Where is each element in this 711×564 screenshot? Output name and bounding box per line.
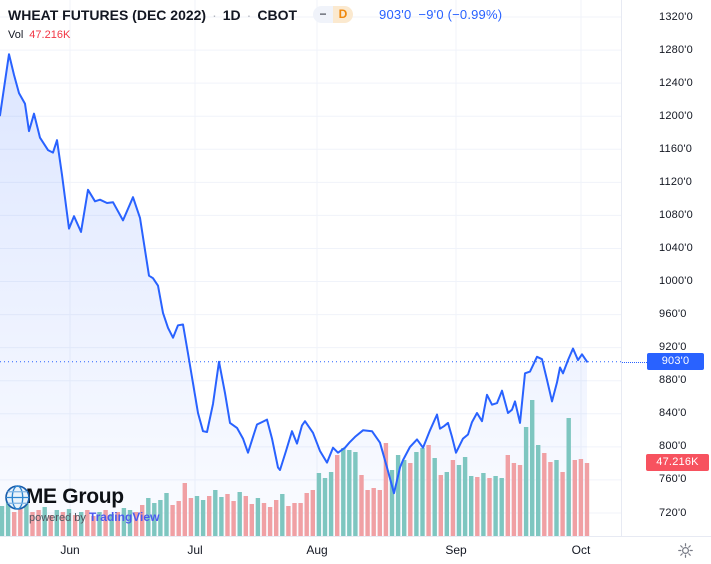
cme-group-logo: CME Group powered by TradingView bbox=[5, 485, 159, 524]
price-axis-label: 1000'0 bbox=[659, 275, 693, 288]
interval-label[interactable]: 1D bbox=[222, 6, 241, 23]
price-axis-label: 1200'0 bbox=[659, 109, 693, 122]
separator-dot: · bbox=[246, 6, 252, 23]
chart-plot-area[interactable]: WHEAT FUTURES (DEC 2022) · 1D · CBOT − D… bbox=[0, 0, 621, 536]
powered-by-line: powered by TradingView bbox=[29, 510, 159, 524]
last-price-badge: 903'0 bbox=[647, 353, 704, 371]
minus-icon: − bbox=[319, 7, 327, 21]
price-change-text: −9'0 (−0.99%) bbox=[418, 7, 503, 22]
time-axis-label-sep: Sep bbox=[445, 543, 467, 557]
price-axis-label: 880'0 bbox=[659, 374, 687, 387]
volume-legend-row: Vol 47.216K bbox=[8, 28, 502, 42]
time-axis-label-jun: Jun bbox=[60, 543, 80, 557]
price-axis-label: 1120'0 bbox=[659, 175, 693, 188]
symbol-title[interactable]: WHEAT FUTURES (DEC 2022) bbox=[8, 6, 207, 23]
price-axis-label: 1160'0 bbox=[659, 142, 693, 155]
price-axis-label: 1280'0 bbox=[659, 43, 693, 56]
exchange-label[interactable]: CBOT bbox=[257, 6, 298, 23]
price-axis-label: 1080'0 bbox=[659, 208, 693, 221]
price-axis-label: 1320'0 bbox=[659, 10, 693, 23]
chart-legend: WHEAT FUTURES (DEC 2022) · 1D · CBOT − D… bbox=[8, 5, 502, 42]
last-price-text: 903'0 bbox=[379, 7, 412, 22]
last-price-dotted-stub bbox=[622, 361, 647, 363]
price-axis-label: 920'0 bbox=[659, 341, 687, 354]
collapse-legend-button[interactable]: − bbox=[313, 6, 334, 23]
price-axis-label: 1040'0 bbox=[659, 241, 693, 254]
separator-dot: · bbox=[212, 6, 217, 23]
time-axis-label-oct: Oct bbox=[571, 543, 591, 557]
settings-gear-icon[interactable] bbox=[677, 542, 694, 559]
price-axis-label: 760'0 bbox=[659, 473, 687, 486]
price-axis-label: 800'0 bbox=[659, 440, 687, 453]
volume-value: 47.216K bbox=[29, 29, 71, 41]
volume-label[interactable]: Vol bbox=[8, 29, 24, 41]
tradingview-link[interactable]: TradingView bbox=[88, 510, 160, 524]
legend-controls-pill: − D bbox=[313, 6, 354, 23]
price-chart-svg bbox=[0, 0, 621, 536]
price-axis-label: 1240'0 bbox=[659, 76, 693, 89]
price-axis-label: 720'0 bbox=[659, 506, 687, 519]
interval-badge[interactable]: D bbox=[333, 6, 354, 23]
legend-title-row: WHEAT FUTURES (DEC 2022) · 1D · CBOT − D… bbox=[8, 5, 502, 24]
time-axis[interactable]: Jun Jul Aug Sep Oct bbox=[0, 536, 711, 564]
powered-by-label: powered by bbox=[29, 512, 89, 524]
globe-icon bbox=[5, 485, 30, 510]
cme-group-wordmark: CME Group bbox=[11, 485, 124, 508]
price-axis-label: 960'0 bbox=[659, 308, 687, 321]
price-and-change: 903'0 −9'0 (−0.99%) bbox=[379, 7, 502, 22]
volume-badge: 47.216K bbox=[646, 454, 709, 471]
time-axis-label-jul: Jul bbox=[187, 543, 203, 557]
price-axis-label: 840'0 bbox=[659, 407, 687, 420]
price-axis[interactable]: 903'0 47.216K 1320'0 1280'0 1240'0 1200'0 11… bbox=[621, 0, 711, 536]
time-axis-label-aug: Aug bbox=[306, 543, 328, 557]
